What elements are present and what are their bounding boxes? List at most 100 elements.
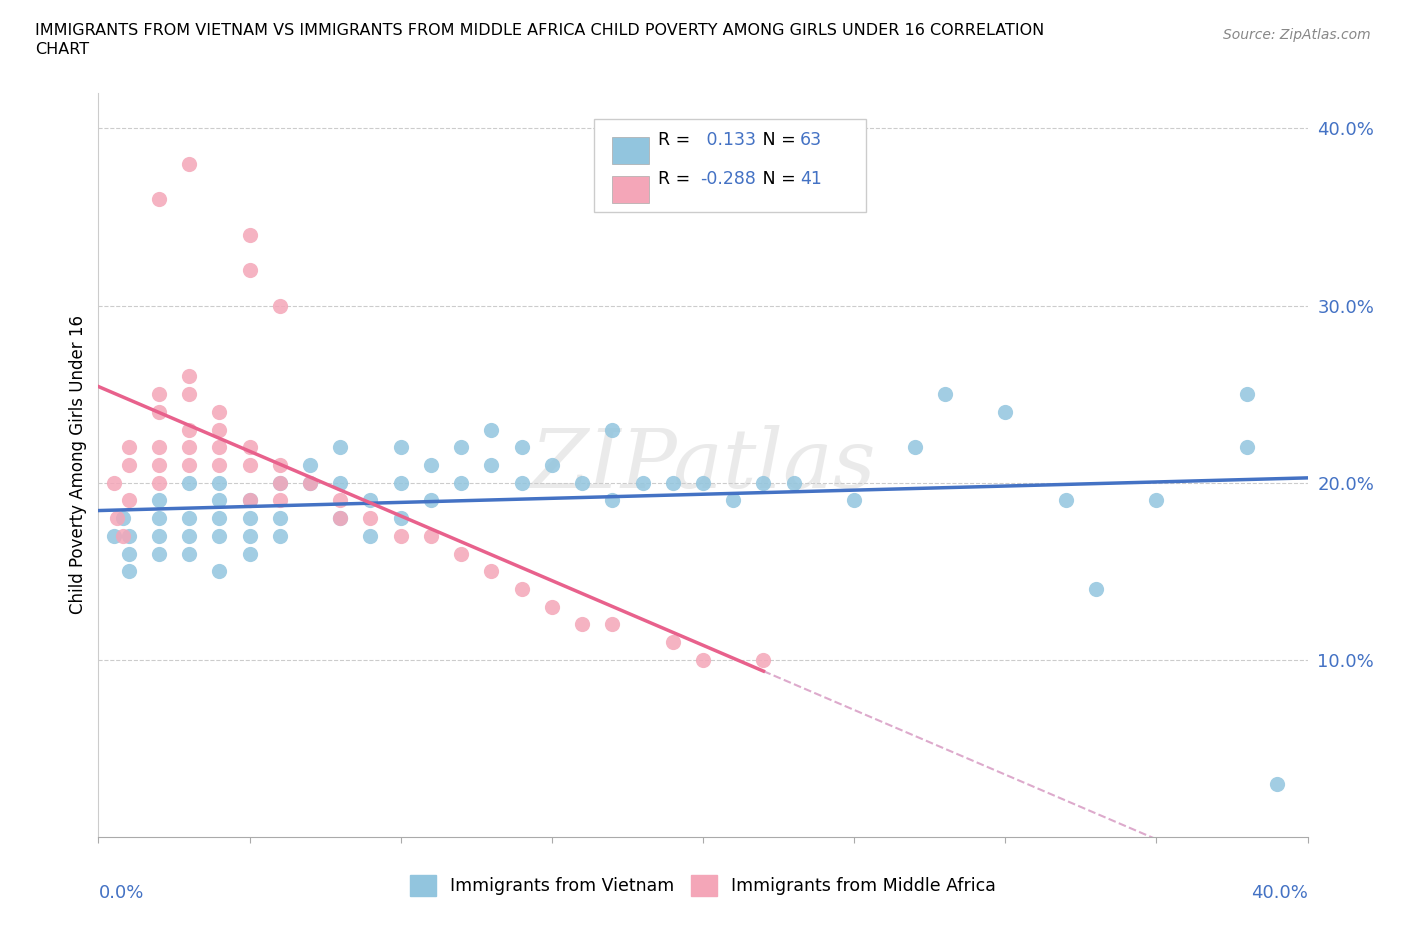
Point — [179, 422, 201, 437]
Point — [118, 493, 141, 508]
Text: CHART: CHART — [35, 42, 89, 57]
Point — [239, 511, 262, 525]
Point — [481, 564, 503, 578]
Point — [299, 475, 322, 490]
Text: 40.0%: 40.0% — [1251, 884, 1308, 902]
Point — [208, 511, 231, 525]
Point — [661, 634, 683, 649]
Point — [329, 475, 352, 490]
Point — [269, 475, 291, 490]
Point — [783, 475, 806, 490]
Point — [994, 405, 1017, 419]
Point — [208, 564, 231, 578]
Point — [389, 475, 412, 490]
Point — [111, 528, 134, 543]
Point — [1144, 493, 1167, 508]
Text: Source: ZipAtlas.com: Source: ZipAtlas.com — [1223, 28, 1371, 42]
Point — [148, 528, 170, 543]
Point — [510, 440, 533, 455]
Text: R =: R = — [658, 170, 696, 188]
Point — [692, 653, 714, 668]
Point — [239, 440, 262, 455]
Point — [329, 440, 352, 455]
Point — [208, 528, 231, 543]
Text: 0.0%: 0.0% — [98, 884, 143, 902]
Point — [208, 440, 231, 455]
Point — [269, 458, 291, 472]
Point — [450, 475, 472, 490]
Point — [299, 458, 322, 472]
Point — [179, 387, 201, 402]
Point — [389, 528, 412, 543]
Point — [148, 475, 170, 490]
Point — [118, 546, 141, 561]
Text: N =: N = — [758, 131, 801, 149]
Point — [299, 475, 322, 490]
Point — [179, 458, 201, 472]
Y-axis label: Child Poverty Among Girls Under 16: Child Poverty Among Girls Under 16 — [69, 315, 87, 615]
Point — [148, 405, 170, 419]
Point — [179, 528, 201, 543]
Point — [420, 493, 443, 508]
Text: 0.133: 0.133 — [700, 131, 755, 149]
Point — [389, 511, 412, 525]
Point — [602, 617, 624, 631]
Point — [269, 299, 291, 313]
Point — [420, 528, 443, 543]
Point — [692, 475, 714, 490]
Point — [103, 528, 125, 543]
Text: IMMIGRANTS FROM VIETNAM VS IMMIGRANTS FROM MIDDLE AFRICA CHILD POVERTY AMONG GIR: IMMIGRANTS FROM VIETNAM VS IMMIGRANTS FR… — [35, 23, 1045, 38]
Point — [540, 458, 562, 472]
Point — [148, 440, 170, 455]
Point — [510, 475, 533, 490]
Point — [118, 564, 141, 578]
Point — [239, 458, 262, 472]
Point — [269, 528, 291, 543]
Point — [148, 387, 170, 402]
Point — [208, 458, 231, 472]
FancyBboxPatch shape — [595, 119, 866, 212]
Point — [179, 511, 201, 525]
Point — [329, 511, 352, 525]
Point — [208, 422, 231, 437]
Point — [329, 493, 352, 508]
Point — [420, 458, 443, 472]
Point — [450, 546, 472, 561]
Point — [105, 511, 128, 525]
Point — [239, 493, 262, 508]
Point — [360, 528, 382, 543]
Point — [118, 458, 141, 472]
Point — [510, 581, 533, 596]
Text: N =: N = — [758, 170, 801, 188]
Point — [329, 511, 352, 525]
Point — [661, 475, 683, 490]
Point — [111, 511, 134, 525]
Text: 63: 63 — [800, 131, 823, 149]
Point — [1236, 440, 1258, 455]
Point — [148, 493, 170, 508]
Point — [360, 493, 382, 508]
Point — [148, 458, 170, 472]
Point — [602, 422, 624, 437]
Point — [179, 156, 201, 171]
Point — [571, 475, 593, 490]
Point — [602, 493, 624, 508]
Text: R =: R = — [658, 131, 696, 149]
Point — [752, 475, 775, 490]
FancyBboxPatch shape — [613, 176, 648, 203]
Point — [103, 475, 125, 490]
Point — [934, 387, 956, 402]
Point — [571, 617, 593, 631]
Text: 41: 41 — [800, 170, 821, 188]
Point — [389, 440, 412, 455]
Point — [239, 262, 262, 277]
Point — [269, 475, 291, 490]
Point — [360, 511, 382, 525]
Point — [1267, 777, 1289, 791]
Point — [208, 475, 231, 490]
Point — [148, 546, 170, 561]
Legend: Immigrants from Vietnam, Immigrants from Middle Africa: Immigrants from Vietnam, Immigrants from… — [404, 868, 1002, 903]
Text: ZIPatlas: ZIPatlas — [530, 425, 876, 505]
Point — [904, 440, 927, 455]
Point — [723, 493, 745, 508]
